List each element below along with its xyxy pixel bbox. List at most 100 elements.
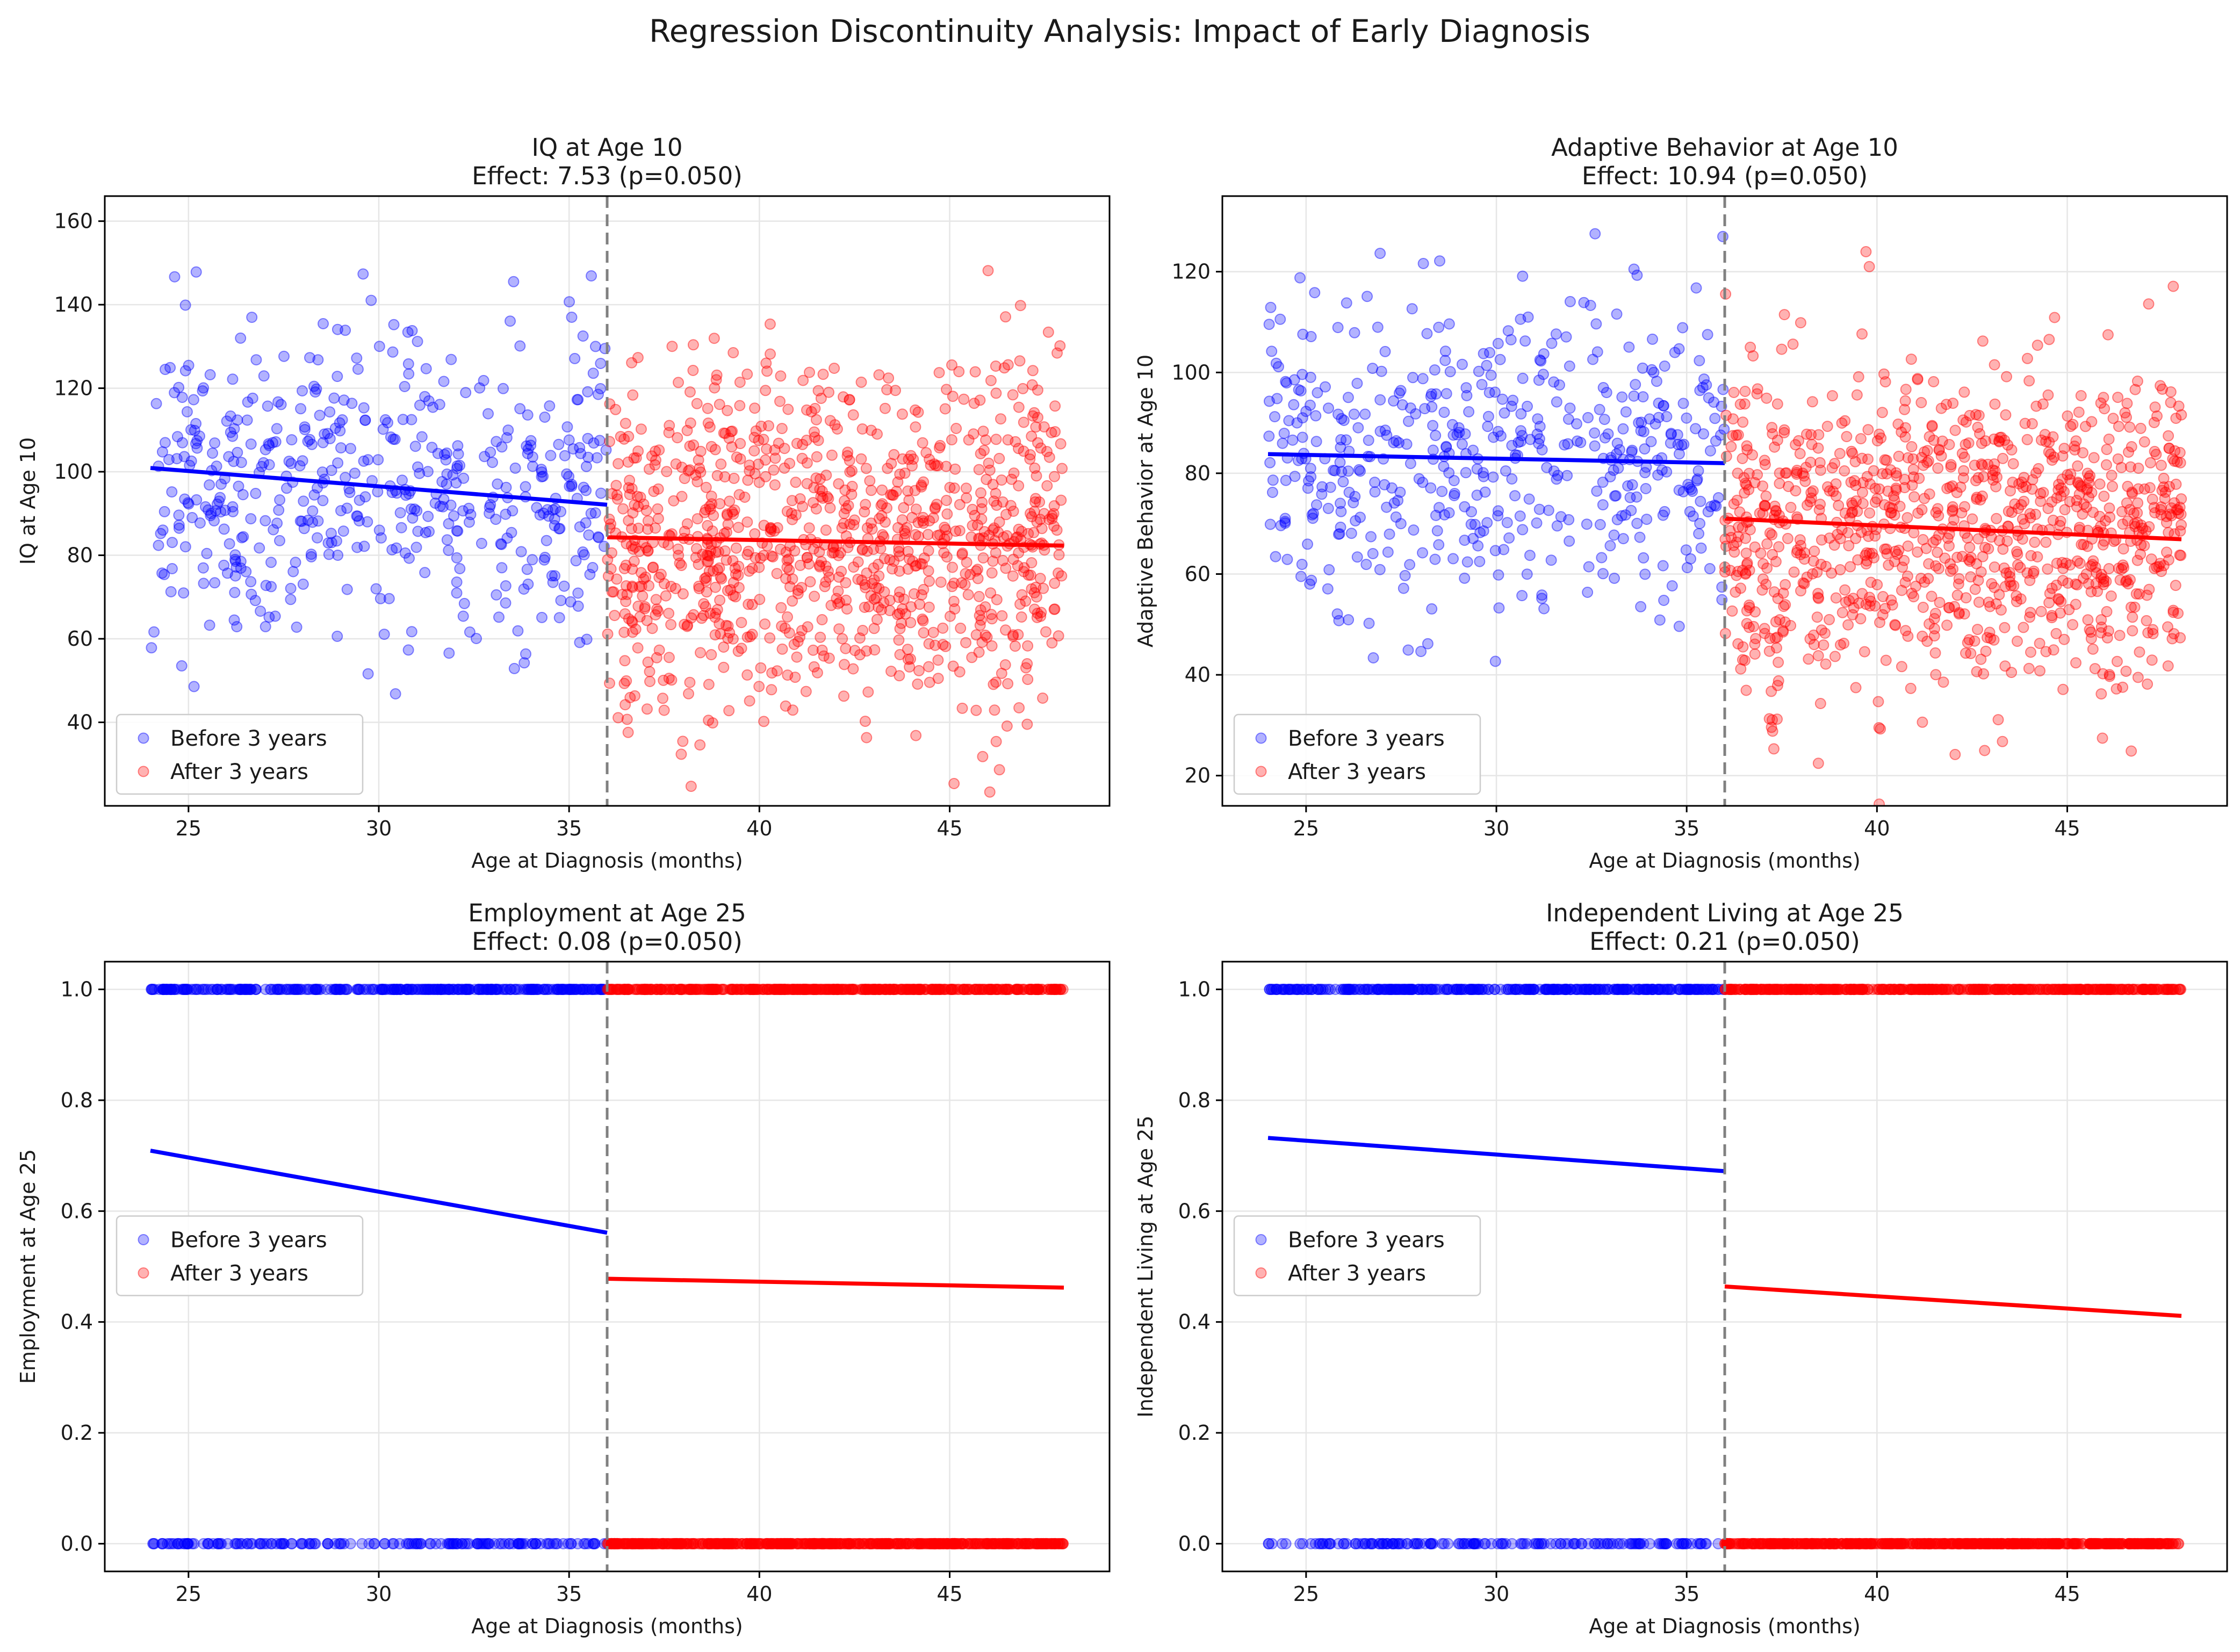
- scatter-point: [869, 984, 881, 995]
- scatter-point: [644, 984, 656, 995]
- scatter-point: [996, 610, 1008, 622]
- scatter-point: [491, 984, 502, 995]
- scatter-point: [1293, 384, 1305, 395]
- scatter-point: [1999, 622, 2011, 633]
- scatter-point: [765, 523, 777, 535]
- scatter-point: [1634, 1538, 1646, 1549]
- scatter-point: [758, 520, 770, 531]
- scatter-point: [867, 1538, 878, 1549]
- scatter-point: [179, 365, 191, 377]
- scatter-point: [173, 522, 185, 534]
- scatter-point: [924, 515, 935, 526]
- scatter-point: [2160, 517, 2172, 529]
- scatter-point: [1771, 713, 1783, 725]
- scatter-point: [2011, 596, 2022, 608]
- scatter-point: [626, 1538, 638, 1549]
- scatter-point: [1657, 509, 1669, 521]
- scatter-point: [1011, 984, 1022, 995]
- scatter-point: [510, 984, 522, 995]
- scatter-point: [1923, 558, 1935, 569]
- scatter-point: [823, 652, 835, 664]
- scatter-point: [586, 984, 597, 995]
- scatter-point: [575, 984, 587, 995]
- scatter-point: [542, 504, 553, 516]
- scatter-point: [986, 567, 998, 579]
- scatter-point: [808, 426, 820, 438]
- fit-line-after: [607, 535, 1064, 548]
- scatter-point: [249, 595, 261, 607]
- scatter-point: [241, 414, 253, 426]
- scatter-point: [746, 598, 758, 610]
- scatter-point: [2025, 646, 2036, 658]
- scatter-point: [574, 984, 586, 995]
- scatter-point: [854, 649, 866, 661]
- scatter-point: [913, 531, 924, 543]
- scatter-point: [1603, 984, 1615, 995]
- scatter-point: [1625, 1538, 1637, 1549]
- scatter-point: [412, 336, 423, 348]
- scatter-point: [721, 526, 732, 538]
- scatter-point: [1851, 389, 1863, 401]
- scatter-point: [1849, 456, 1861, 467]
- scatter-point: [930, 984, 941, 995]
- scatter-point: [445, 354, 457, 365]
- scatter-point: [702, 417, 714, 429]
- scatter-point: [1629, 984, 1640, 995]
- scatter-point: [856, 423, 868, 435]
- scatter-point: [485, 984, 497, 995]
- scatter-point: [613, 458, 624, 470]
- scatter-point: [990, 547, 1002, 559]
- scatter-point: [1007, 631, 1019, 642]
- scatter-point: [845, 984, 856, 995]
- y-tick-label: 0.8: [61, 1088, 93, 1112]
- scatter-point: [2099, 403, 2111, 415]
- scatter-point: [440, 454, 452, 466]
- scatter-point: [1808, 639, 1820, 651]
- scatter-point: [914, 1538, 926, 1549]
- scatter-point: [448, 510, 459, 522]
- scatter-point: [611, 493, 623, 505]
- scatter-point: [285, 458, 297, 470]
- scatter-point: [189, 424, 200, 436]
- scatter-point: [755, 1538, 766, 1549]
- scatter-point: [628, 1538, 639, 1549]
- scatter-point: [1546, 337, 1558, 349]
- scatter-point: [285, 582, 297, 594]
- scatter-point: [990, 434, 1002, 445]
- scatter-point: [269, 610, 281, 622]
- scatter-point: [831, 593, 842, 604]
- scatter-point: [1055, 984, 1067, 995]
- scatter-point: [1694, 385, 1706, 396]
- scatter-point: [1985, 632, 1997, 644]
- scatter-point: [997, 984, 1009, 995]
- scatter-point: [741, 516, 753, 528]
- scatter-point: [2133, 463, 2144, 474]
- scatter-point: [1602, 428, 1614, 440]
- scatter-point: [938, 1538, 950, 1549]
- scatter-point: [1589, 984, 1601, 995]
- scatter-point: [1902, 540, 1914, 552]
- scatter-point: [614, 1538, 626, 1549]
- scatter-point: [1638, 1538, 1650, 1549]
- scatter-point: [1032, 1538, 1043, 1549]
- scatter-point: [476, 984, 487, 995]
- scatter-point: [933, 984, 945, 995]
- scatter-point: [1046, 637, 1058, 649]
- scatter-point: [1749, 477, 1761, 488]
- scatter-point: [552, 984, 564, 995]
- scatter-point: [1811, 611, 1823, 623]
- scatter-point: [1489, 655, 1501, 667]
- scatter-point: [675, 560, 687, 571]
- scatter-point: [684, 676, 696, 688]
- scatter-point: [804, 984, 816, 995]
- scatter-point: [1609, 572, 1620, 584]
- scatter-point: [1521, 1538, 1533, 1549]
- scatter-point: [1710, 500, 1722, 512]
- scatter-point: [981, 1538, 992, 1549]
- scatter-point: [1840, 596, 1852, 608]
- scatter-point: [146, 984, 157, 995]
- scatter-point: [940, 640, 952, 652]
- scatter-point: [1340, 984, 1352, 995]
- scatter-point: [388, 984, 400, 995]
- scatter-point: [544, 984, 556, 995]
